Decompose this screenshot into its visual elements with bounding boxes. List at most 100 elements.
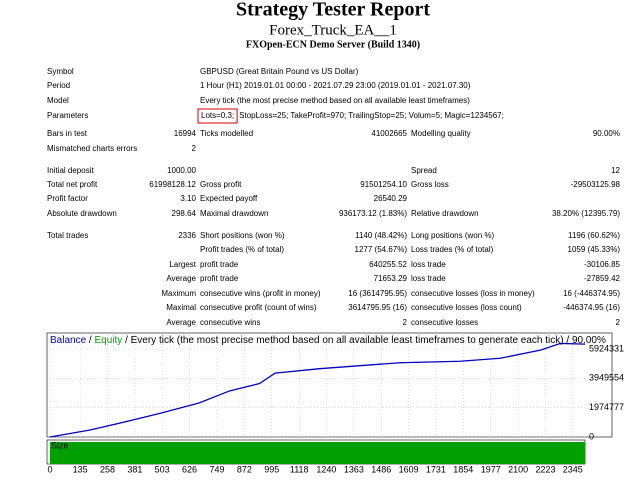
stat-cell: 16 (3614795.95) xyxy=(348,289,407,298)
row-label: Model xyxy=(47,96,69,105)
stat-cell: 26540.29 xyxy=(374,194,408,203)
stat-cell: 41002665 xyxy=(371,129,407,138)
stat-cell: Loss trades (% of total) xyxy=(411,245,494,254)
stat-cell: -27859.42 xyxy=(584,274,621,283)
legend-balance: Balance xyxy=(50,335,87,346)
stat-cell: Initial deposit xyxy=(47,166,94,175)
stat-cell: Maximal drawdown xyxy=(200,209,268,218)
row-label: Symbol xyxy=(47,67,74,76)
stat-cell: Profit factor xyxy=(47,194,88,203)
x-tick-label: 1977 xyxy=(481,464,501,474)
stat-cell: Average xyxy=(166,318,196,327)
stat-cell: -29503125.98 xyxy=(571,180,621,189)
stat-cell: Long positions (won %) xyxy=(411,231,494,240)
stat-cell: 16 (-446374.95) xyxy=(563,289,620,298)
x-tick-label: 1486 xyxy=(371,464,391,474)
stat-cell: Total net profit xyxy=(47,180,98,189)
size-label: Size xyxy=(51,440,69,450)
stat-cell: 298.64 xyxy=(172,209,197,218)
stat-cell: 1000.00 xyxy=(167,166,196,175)
stat-cell: 1059 (45.33%) xyxy=(568,245,621,254)
stat-cell: Modelling quality xyxy=(411,129,471,138)
stat-cell: Short positions (won %) xyxy=(200,231,285,240)
legend-description: / Every tick (the most precise method ba… xyxy=(125,335,606,346)
stat-cell: Total trades xyxy=(47,231,88,240)
report-title: Strategy Tester Report xyxy=(236,0,430,21)
stat-cell: consecutive wins (profit in money) xyxy=(200,289,321,298)
y-tick-label: 5924331 xyxy=(589,343,624,353)
stat-cell: Profit trades (% of total) xyxy=(200,245,284,254)
stat-cell: 71653.29 xyxy=(374,274,408,283)
row-value: 1 Hour (H1) 2019.01.01 00:00 - 2021.07.2… xyxy=(200,81,471,90)
stat-cell: 2 xyxy=(192,144,197,153)
stat-cell: Expected payoff xyxy=(200,194,258,203)
stat-cell: 12 xyxy=(611,166,620,175)
x-tick-label: 872 xyxy=(237,464,252,474)
x-tick-label: 1363 xyxy=(344,464,364,474)
highlight-box xyxy=(197,108,238,124)
stat-cell: 1140 (48.42%) xyxy=(355,231,407,240)
balance-line xyxy=(49,342,586,438)
x-tick-label: 0 xyxy=(47,464,52,474)
x-tick-label: 626 xyxy=(182,464,197,474)
stat-cell: consecutive losses (loss count) xyxy=(411,303,522,312)
stat-cell: Spread xyxy=(411,166,437,175)
highlighted-parameter: Lots=0.3; xyxy=(201,111,234,120)
stat-cell: consecutive losses xyxy=(411,318,478,327)
row-value: GBPUSD (Great Britain Pound vs US Dollar… xyxy=(200,67,359,76)
stat-cell: Bars in test xyxy=(47,129,88,138)
stat-cell: loss trade xyxy=(411,274,446,283)
x-tick-label: 749 xyxy=(209,464,224,474)
stat-cell: Absolute drawdown xyxy=(47,209,117,218)
stat-cell: 1196 (60.62%) xyxy=(568,231,620,240)
x-tick-label: 135 xyxy=(73,464,88,474)
stat-cell: 16994 xyxy=(174,129,197,138)
x-tick-label: 1118 xyxy=(290,464,309,474)
row-label: Period xyxy=(47,81,70,90)
y-tick-label: 3949554 xyxy=(589,373,624,383)
x-tick-label: 1854 xyxy=(453,464,473,474)
x-tick-label: 2345 xyxy=(563,464,583,474)
stat-cell: 1277 (54.67%) xyxy=(355,245,408,254)
stat-cell: loss trade xyxy=(411,260,446,269)
stat-cell: Relative drawdown xyxy=(411,209,479,218)
stat-cell: Maximum xyxy=(161,289,196,298)
x-tick-label: 258 xyxy=(100,464,115,474)
stat-cell: Largest xyxy=(169,260,196,269)
legend-separator: / xyxy=(89,335,92,346)
stat-cell: 38.20% (12395.79) xyxy=(552,209,620,218)
stat-cell: -446374.95 (16) xyxy=(563,303,620,312)
stat-cell: Gross profit xyxy=(200,180,242,189)
stat-cell: 2 xyxy=(616,318,621,327)
stat-cell: 3614795.95 (16) xyxy=(348,303,407,312)
x-tick-label: 1240 xyxy=(316,464,336,474)
x-tick-label: 381 xyxy=(127,464,142,474)
x-tick-label: 503 xyxy=(155,464,170,474)
row-value: StopLoss=25; TakeProfit=970; TrailingSto… xyxy=(239,111,504,120)
stat-cell: -30106.85 xyxy=(584,260,621,269)
graph-frame xyxy=(46,332,613,438)
stat-cell: profit trade xyxy=(200,274,239,283)
x-tick-label: 995 xyxy=(264,464,279,474)
stat-cell: 3.10 xyxy=(180,194,196,203)
stat-cell: 91501254.10 xyxy=(360,180,407,189)
legend: Balance / Equity / Every tick (the most … xyxy=(50,335,606,346)
y-tick-label: 1974777 xyxy=(589,402,624,412)
stat-cell: profit trade xyxy=(200,260,239,269)
x-tick-label: 2100 xyxy=(508,464,528,474)
y-tick-label: 0 xyxy=(589,431,594,441)
stat-cell: 61998128.12 xyxy=(149,180,196,189)
stat-cell: 2336 xyxy=(178,231,196,240)
row-value: Every tick (the most precise method base… xyxy=(200,96,470,105)
stat-cell: consecutive losses (loss in money) xyxy=(411,289,535,298)
stat-cell: Average xyxy=(166,274,196,283)
report-subtitle: Forex_Truck_EA__1 xyxy=(269,22,397,38)
stat-cell: Maximal xyxy=(166,303,196,312)
server-name: FXOpen-ECN Demo Server (Build 1340) xyxy=(246,39,420,50)
stat-cell: 2 xyxy=(403,318,408,327)
stat-cell: 640255.52 xyxy=(369,260,407,269)
stat-cell: consecutive profit (count of wins) xyxy=(200,303,317,312)
legend-equity: Equity xyxy=(94,335,122,346)
